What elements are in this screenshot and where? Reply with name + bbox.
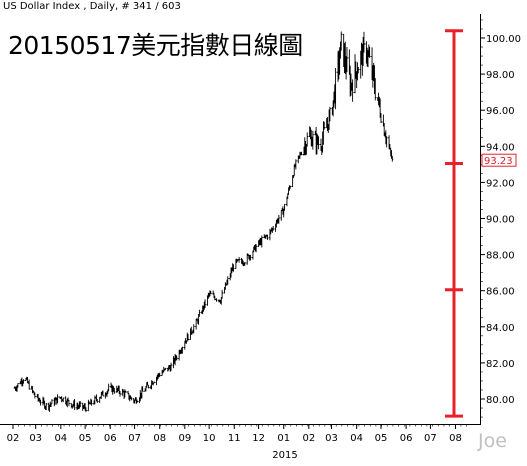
x-tick-label: 02 [7, 433, 20, 444]
y-axis: 80.00 82.00 84.00 86.00 88.00 90.00 92.00 94.00… [480, 19, 521, 418]
price-bars [13, 31, 394, 413]
y-tick-label: 94.00 [486, 142, 515, 153]
y-tick-label: 100.00 [486, 34, 521, 45]
x-axis-year-label: 2015 [272, 450, 297, 461]
x-axis: 02 03 04 05 06 07 08 09 10 11 12 01 02 03 04 05 06 07 08 [7, 424, 467, 444]
x-tick-label: 10 [203, 433, 216, 444]
x-tick-label: 04 [350, 433, 363, 444]
x-tick-label: 07 [128, 433, 141, 444]
last-price-label: 93.23 [484, 156, 513, 167]
y-tick-label: 88.00 [486, 251, 515, 262]
x-tick-label: 03 [29, 433, 42, 444]
x-tick-label: 12 [252, 433, 265, 444]
x-tick-label: 05 [375, 433, 388, 444]
chart-header: US Dollar Index , Daily, # 341 / 603 [3, 1, 181, 12]
x-tick-label: 09 [178, 433, 191, 444]
x-tick-label: 07 [424, 433, 437, 444]
x-tick-label: 11 [228, 433, 241, 444]
last-price-badge: 93.23 [481, 153, 517, 167]
x-tick-label: 01 [277, 433, 290, 444]
plot-frame [0, 14, 481, 425]
y-tick-label: 84.00 [486, 323, 515, 334]
watermark: Joe [478, 430, 507, 452]
chart-title: 20150517美元指數日線圖 [8, 31, 303, 60]
y-tick-label: 92.00 [486, 178, 515, 189]
x-tick-label: 08 [153, 433, 166, 444]
x-tick-label: 06 [400, 433, 413, 444]
y-tick-label: 96.00 [486, 106, 515, 117]
price-series [13, 31, 394, 413]
y-tick-label: 90.00 [486, 215, 515, 226]
y-tick-label: 82.00 [486, 359, 515, 370]
red-ruler-marker [445, 29, 463, 418]
x-tick-label: 04 [54, 433, 67, 444]
x-tick-label: 02 [302, 433, 315, 444]
y-tick-label: 98.00 [486, 70, 515, 81]
last-price-box [481, 153, 517, 167]
y-tick-label: 80.00 [486, 395, 515, 406]
y-tick-label: 86.00 [486, 287, 515, 298]
x-tick-label: 05 [79, 433, 92, 444]
x-tick-label: 06 [104, 433, 117, 444]
x-tick-label: 08 [449, 433, 462, 444]
x-tick-label: 03 [325, 433, 338, 444]
